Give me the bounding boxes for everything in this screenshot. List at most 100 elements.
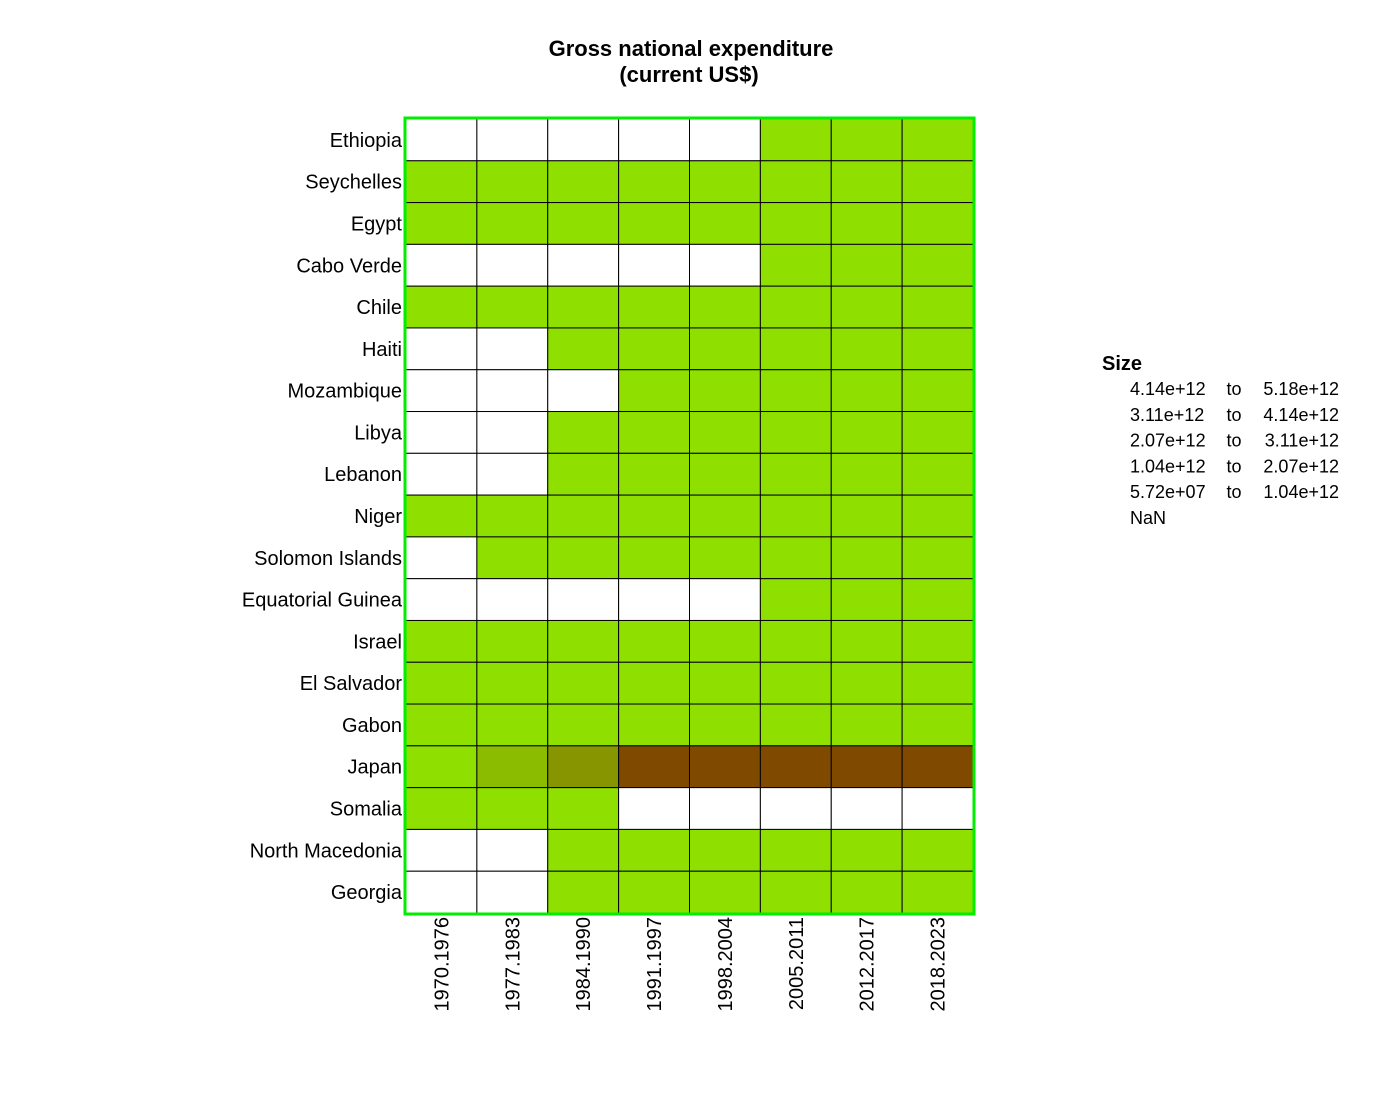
legend-range-separator: to <box>1226 431 1241 451</box>
row-label: Ethiopia <box>330 130 403 152</box>
heatmap-cell <box>476 828 549 872</box>
heatmap-cell <box>547 494 620 538</box>
row-label: Solomon Islands <box>254 548 402 570</box>
row-label: Cabo Verde <box>296 255 402 277</box>
heatmap-cell <box>830 327 903 371</box>
row-label: Niger <box>354 506 402 528</box>
heatmap-cell <box>547 452 620 496</box>
heatmap-cell <box>901 452 974 496</box>
heatmap-cell <box>547 160 620 204</box>
legend-range-to: 5.18e+12 <box>1263 379 1339 399</box>
heatmap-cell <box>689 828 761 872</box>
heatmap-cell <box>830 494 903 538</box>
legend-range-from: 4.14e+12 <box>1130 379 1206 399</box>
heatmap-cell <box>759 243 832 287</box>
heatmap-cell <box>405 285 478 329</box>
row-label: Seychelles <box>305 172 402 194</box>
heatmap-cell <box>759 787 832 830</box>
heatmap-cell <box>689 369 761 413</box>
heatmap-cell <box>901 202 974 245</box>
heatmap-cell <box>476 870 549 914</box>
legend-range-separator: to <box>1226 456 1241 476</box>
heatmap-cell <box>618 828 690 872</box>
heatmap-cell <box>476 452 549 496</box>
heatmap-cell <box>759 327 832 371</box>
row-label: Libya <box>354 422 403 444</box>
heatmap-cell <box>405 160 478 204</box>
heatmap-cell <box>547 703 620 747</box>
heatmap-cell <box>618 578 690 621</box>
legend-range-to: 3.11e+12 <box>1265 431 1339 451</box>
heatmap-cell <box>476 536 549 580</box>
heatmap-cell <box>547 327 620 371</box>
heatmap-cell <box>547 118 620 162</box>
heatmap-cell <box>618 787 690 830</box>
heatmap-cell <box>476 787 549 830</box>
heatmap-cell <box>476 661 549 705</box>
heatmap-cell <box>901 703 974 747</box>
heatmap-cell <box>405 787 478 830</box>
heatmap-cell <box>547 578 620 621</box>
heatmap-cell <box>476 745 549 789</box>
heatmap-cell <box>618 160 690 204</box>
heatmap-cell <box>405 578 478 621</box>
legend-range-separator: to <box>1226 482 1241 502</box>
heatmap-cell <box>547 202 620 245</box>
row-label: Equatorial Guinea <box>242 590 403 612</box>
heatmap-cell <box>476 118 549 162</box>
heatmap-cell <box>618 745 690 789</box>
heatmap-cell <box>405 411 478 454</box>
heatmap-cell <box>759 703 832 747</box>
heatmap-cell <box>759 369 832 413</box>
heatmap-cell <box>901 411 974 454</box>
heatmap-cell <box>547 787 620 830</box>
heatmap-cell <box>689 160 761 204</box>
row-label: Japan <box>348 757 403 779</box>
heatmap-cell <box>689 787 761 830</box>
heatmap-cell <box>689 578 761 621</box>
heatmap-cell <box>689 745 761 789</box>
heatmap-cell <box>476 369 549 413</box>
heatmap-cell <box>476 578 549 621</box>
heatmap-cell <box>830 369 903 413</box>
heatmap-cell <box>618 327 690 371</box>
heatmap-cell <box>901 661 974 705</box>
heatmap-cell <box>830 285 903 329</box>
heatmap-cell <box>476 494 549 538</box>
row-label: North Macedonia <box>250 840 403 862</box>
heatmap-cell <box>405 327 478 371</box>
heatmap-cell <box>689 703 761 747</box>
column-label: 2005.2011 <box>786 917 808 1010</box>
heatmap-cell <box>618 118 690 162</box>
row-label: Chile <box>356 297 402 319</box>
heatmap-cell <box>618 369 690 413</box>
row-label: Lebanon <box>324 464 402 486</box>
heatmap-cell <box>476 285 549 329</box>
heatmap-cell <box>476 327 549 371</box>
heatmap-cell <box>618 703 690 747</box>
row-label: Gabon <box>342 715 402 737</box>
heatmap-cell <box>689 327 761 371</box>
row-label: Haiti <box>362 339 402 361</box>
heatmap-cell <box>830 411 903 454</box>
legend-range-separator: to <box>1226 379 1241 399</box>
heatmap-cell <box>901 536 974 580</box>
heatmap-cell <box>476 202 549 245</box>
plot-border <box>403 116 976 916</box>
column-labels: 1970.1976 1977.1983 1984.1990 1991.1997 1998… <box>431 917 949 1012</box>
heatmap-cell <box>759 745 832 789</box>
heatmap-cell <box>759 202 832 245</box>
heatmap-cell <box>830 118 903 162</box>
heatmap-cell <box>901 870 974 914</box>
heatmap-cell <box>689 661 761 705</box>
legend-title: Size <box>1102 353 1142 375</box>
heatmap-cell <box>405 661 478 705</box>
heatmap-cell <box>830 745 903 789</box>
heatmap-cell <box>830 619 903 663</box>
heatmap-cell <box>830 452 903 496</box>
column-label: 1991.1997 <box>644 917 666 1012</box>
column-label: 1998.2004 <box>715 917 737 1012</box>
heatmap-cell <box>830 160 903 204</box>
row-label: Mozambique <box>287 381 402 403</box>
heatmap-cell <box>618 870 690 914</box>
